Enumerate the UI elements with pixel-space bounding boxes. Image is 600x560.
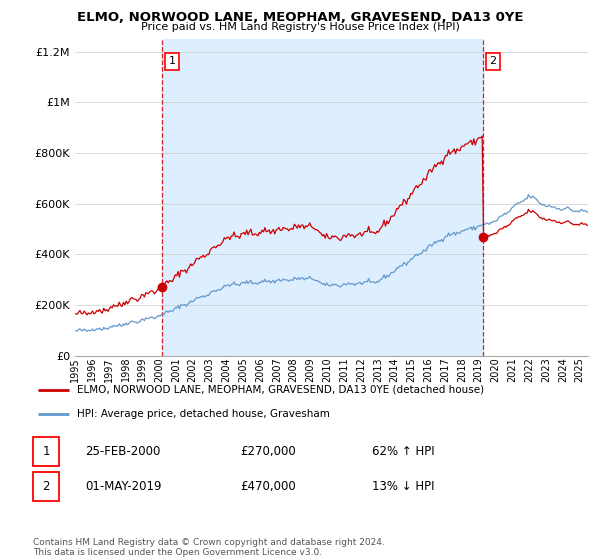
FancyBboxPatch shape xyxy=(33,437,59,466)
Text: 62% ↑ HPI: 62% ↑ HPI xyxy=(372,445,435,458)
Text: 25-FEB-2000: 25-FEB-2000 xyxy=(85,445,161,458)
Text: ELMO, NORWOOD LANE, MEOPHAM, GRAVESEND, DA13 0YE: ELMO, NORWOOD LANE, MEOPHAM, GRAVESEND, … xyxy=(77,11,523,24)
Text: HPI: Average price, detached house, Gravesham: HPI: Average price, detached house, Grav… xyxy=(77,409,330,419)
Text: 2: 2 xyxy=(42,480,50,493)
Text: 2: 2 xyxy=(490,57,497,66)
Text: Price paid vs. HM Land Registry's House Price Index (HPI): Price paid vs. HM Land Registry's House … xyxy=(140,22,460,32)
Text: £470,000: £470,000 xyxy=(240,480,296,493)
Text: Contains HM Land Registry data © Crown copyright and database right 2024.
This d: Contains HM Land Registry data © Crown c… xyxy=(33,538,385,557)
Text: 13% ↓ HPI: 13% ↓ HPI xyxy=(372,480,435,493)
Text: £270,000: £270,000 xyxy=(240,445,296,458)
Text: ELMO, NORWOOD LANE, MEOPHAM, GRAVESEND, DA13 0YE (detached house): ELMO, NORWOOD LANE, MEOPHAM, GRAVESEND, … xyxy=(77,385,484,395)
Text: 1: 1 xyxy=(169,57,175,66)
Bar xyxy=(161,39,483,356)
Text: 1: 1 xyxy=(42,445,50,458)
Text: 01-MAY-2019: 01-MAY-2019 xyxy=(85,480,162,493)
FancyBboxPatch shape xyxy=(33,472,59,501)
